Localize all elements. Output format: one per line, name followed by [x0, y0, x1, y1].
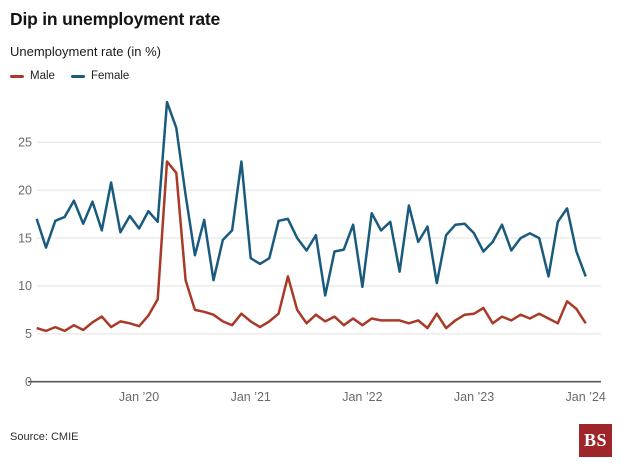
y-tick-label: 20 [18, 183, 32, 197]
chart-legend: Male Female [10, 70, 129, 82]
legend-item-male: Male [10, 70, 55, 82]
female-line-swatch [70, 74, 85, 78]
y-tick-label: 5 [25, 327, 32, 341]
y-tick-label: 25 [18, 136, 32, 150]
bs-logo: BS [579, 424, 612, 457]
y-tick-label: 0 [25, 375, 32, 389]
y-tick-label: 15 [18, 231, 32, 245]
x-tick-label: Jan ’20 [119, 390, 159, 404]
x-tick-label: Jan ’22 [342, 390, 382, 404]
y-tick-label: 10 [18, 279, 32, 293]
source-note: Source: CMIE [10, 431, 79, 443]
x-tick-label: Jan ’24 [566, 390, 606, 404]
female-line [35, 100, 587, 297]
chart-subtitle: Unemployment rate (in %) [10, 44, 161, 59]
legend-label-male: Male [30, 70, 55, 82]
chart-title: Dip in unemployment rate [10, 9, 221, 29]
x-tick-label: Jan ’21 [231, 390, 271, 404]
legend-label-female: Female [90, 70, 130, 82]
x-tick-label: Jan ’23 [454, 390, 494, 404]
legend-item-female: Female [70, 70, 130, 82]
male-line [36, 160, 587, 333]
male-line-swatch [10, 74, 24, 78]
